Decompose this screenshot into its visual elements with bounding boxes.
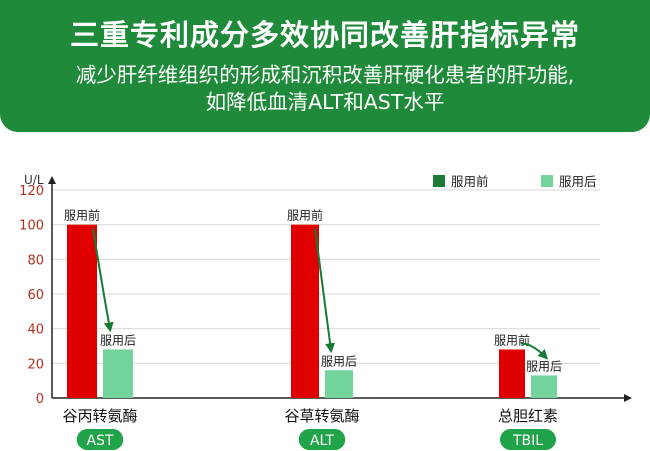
category-badge-label: AST <box>86 433 113 449</box>
bar-after-ast <box>103 349 133 398</box>
bar-after-tbil <box>531 375 557 398</box>
y-axis-arrow-icon <box>48 176 56 184</box>
x-axis-arrow-icon <box>624 394 632 402</box>
y-tick-label: 120 <box>19 184 44 199</box>
decrease-arrow-icon <box>314 228 336 354</box>
y-tick-label: 0 <box>36 392 44 407</box>
category-label: 总胆红素 <box>498 407 558 425</box>
bar-annotation: 服用后 <box>100 333 136 347</box>
bar-annotation: 服用后 <box>321 354 357 368</box>
y-tick-label: 40 <box>27 323 44 338</box>
bar-after-alt <box>325 370 353 398</box>
header-banner <box>0 0 650 132</box>
y-tick-label: 20 <box>27 357 44 372</box>
legend-label-before: 服用前 <box>451 174 489 189</box>
bar-annotation: 服用前 <box>287 208 323 223</box>
category-badge <box>500 429 556 450</box>
bar-annotation: 服用前 <box>64 208 100 223</box>
page-title: 三重专利成分多效协同改善肝指标异常 <box>69 18 580 52</box>
category-badge <box>298 429 346 450</box>
decrease-arrow-icon <box>520 342 549 360</box>
y-tick-label: 60 <box>27 288 44 303</box>
bar-before-tbil <box>499 349 525 398</box>
subtitle: 减少肝纤维组织的形成和沉积改善肝硬化患者的肝功能, 如降低血清ALT和AST水平 <box>0 62 650 116</box>
bar-before-ast <box>67 224 97 398</box>
bar-annotation: 服用前 <box>494 332 530 347</box>
y-tick-label: 80 <box>27 253 44 268</box>
category-label: 谷草转氨酶 <box>284 407 359 425</box>
legend-swatch-before <box>433 175 445 187</box>
category-label: 谷丙转氨酶 <box>62 407 137 425</box>
bar-annotation: 服用后 <box>526 359 562 373</box>
legend-swatch-after <box>541 175 553 187</box>
decrease-arrow-icon <box>92 228 114 333</box>
category-badge-label: ALT <box>310 433 334 449</box>
category-badge-label: TBIL <box>512 433 543 449</box>
category-badge <box>76 429 124 450</box>
legend-label-after: 服用后 <box>559 174 597 189</box>
y-tick-label: 100 <box>19 219 44 234</box>
bar-before-alt <box>291 224 319 398</box>
y-axis-label: U/L <box>24 173 44 187</box>
subtitle-line-1: 减少肝纤维组织的形成和沉积改善肝硬化患者的肝功能, <box>75 63 575 87</box>
subtitle-line-2: 如降低血清ALT和AST水平 <box>205 90 445 114</box>
